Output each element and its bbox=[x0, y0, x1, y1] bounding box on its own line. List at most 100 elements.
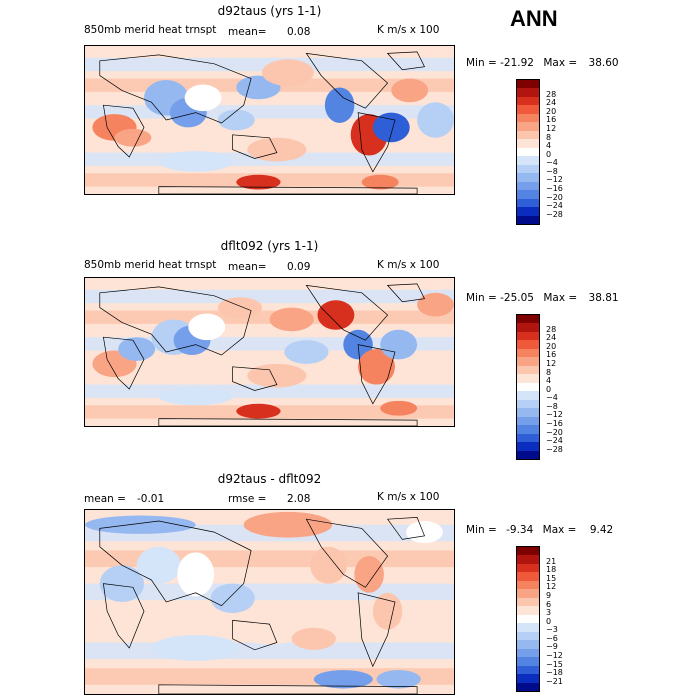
coastline bbox=[232, 366, 278, 391]
colorbar-swatch bbox=[517, 665, 539, 675]
anomaly-region bbox=[324, 87, 355, 123]
colorbar-tick-label: 12 bbox=[546, 123, 557, 133]
max-value: 38.60 bbox=[588, 57, 619, 69]
colorbar-tick-label: −24 bbox=[546, 201, 563, 211]
anomaly-region bbox=[354, 556, 384, 593]
anomaly-region bbox=[243, 511, 333, 538]
colorbar-swatch bbox=[517, 164, 539, 174]
colorbar-swatch bbox=[517, 580, 539, 590]
colorbar-swatch bbox=[517, 357, 539, 366]
colorbar-tick-label: 21 bbox=[546, 556, 557, 566]
colorbar-swatch bbox=[517, 215, 539, 224]
anomaly-region bbox=[262, 59, 314, 86]
colorbar-swatch bbox=[517, 391, 539, 400]
min-max-readout: Min = -21.92 Max = 38.60 bbox=[466, 57, 619, 69]
min-value: -21.92 bbox=[500, 57, 534, 69]
anomaly-region bbox=[114, 128, 152, 147]
colorbar-tick-label: −4 bbox=[546, 393, 558, 403]
colorbar-swatch bbox=[517, 648, 539, 658]
colorbar-swatch bbox=[517, 190, 539, 199]
colorbar-tick-label: −12 bbox=[546, 175, 563, 185]
anomaly-region bbox=[247, 137, 307, 162]
colorbar bbox=[516, 546, 540, 692]
anomaly-region bbox=[85, 515, 196, 534]
coastline bbox=[386, 51, 426, 71]
colorbar-swatch bbox=[517, 207, 539, 216]
colorbar-tick-label: 8 bbox=[546, 367, 552, 377]
mean-label: mean= bbox=[228, 261, 267, 273]
colorbar-swatch bbox=[517, 450, 539, 459]
colorbar-swatch bbox=[517, 674, 539, 683]
anomaly-region bbox=[184, 84, 222, 112]
anomaly-region bbox=[236, 403, 281, 419]
anomaly-region bbox=[417, 102, 454, 138]
colorbar-swatch bbox=[517, 80, 539, 89]
anomaly-region bbox=[236, 174, 281, 190]
anomaly-region bbox=[391, 78, 429, 103]
max-value: 9.42 bbox=[589, 524, 614, 536]
max-label: Max = bbox=[543, 292, 578, 304]
anomaly-region bbox=[284, 340, 329, 364]
coastline bbox=[99, 286, 252, 356]
mean-value: -0.01 bbox=[137, 493, 165, 505]
colorbar-tick-label: 15 bbox=[546, 573, 557, 583]
colorbar-tick-label: −16 bbox=[546, 184, 563, 194]
colorbar-tick-label: −20 bbox=[546, 192, 563, 202]
colorbar-tick-label: 20 bbox=[546, 341, 557, 351]
colorbar-tick-label: 4 bbox=[546, 141, 552, 151]
colorbar-tick-label: −21 bbox=[546, 676, 563, 686]
rmse-value: 2.08 bbox=[287, 493, 311, 505]
colorbar-swatch bbox=[517, 640, 539, 649]
colorbar-swatch bbox=[517, 130, 539, 140]
colorbar-tick-label: −28 bbox=[546, 444, 563, 454]
min-max-readout: Min = -25.05 Max = 38.81 bbox=[466, 292, 619, 304]
coastline bbox=[158, 418, 418, 426]
colorbar-tick-label: 3 bbox=[546, 608, 552, 618]
coastline bbox=[158, 684, 418, 694]
anomaly-region bbox=[136, 546, 181, 584]
anomaly-region bbox=[151, 635, 240, 661]
map-field bbox=[85, 278, 454, 426]
colorbar-tick-label: 16 bbox=[546, 350, 557, 360]
coastline bbox=[357, 592, 396, 668]
colorbar-swatch bbox=[517, 589, 539, 598]
colorbar-tick-label: −8 bbox=[546, 166, 558, 176]
colorbar-swatch bbox=[517, 547, 539, 556]
coastline bbox=[386, 283, 426, 303]
colorbar-tick-label: 12 bbox=[546, 582, 557, 592]
max-value: 38.81 bbox=[588, 292, 619, 304]
mean-label: mean = bbox=[84, 493, 126, 505]
units-label: K m/s x 100 bbox=[377, 24, 440, 36]
colorbar-swatch bbox=[517, 122, 539, 131]
coastline bbox=[386, 517, 425, 540]
anomaly-region bbox=[158, 151, 233, 172]
colorbar-tick-label: −20 bbox=[546, 427, 563, 437]
coastline bbox=[102, 104, 145, 158]
colorbar-tick-label: 4 bbox=[546, 376, 552, 386]
min-label: Min = bbox=[466, 524, 497, 536]
colorbar-tick-label: −6 bbox=[546, 633, 558, 643]
map-field bbox=[85, 510, 454, 694]
colorbar-swatch bbox=[517, 555, 539, 564]
colorbar-swatch bbox=[517, 374, 539, 383]
field-label: 850mb merid heat trnspt bbox=[84, 259, 217, 271]
colorbar-tick-label: 9 bbox=[546, 590, 552, 600]
colorbar-swatch bbox=[517, 382, 539, 392]
colorbar-swatch bbox=[517, 181, 539, 191]
field-band bbox=[85, 310, 454, 324]
colorbar-tick-label: −3 bbox=[546, 625, 558, 635]
coastline bbox=[232, 620, 278, 651]
coastline bbox=[158, 186, 418, 194]
map-plot bbox=[84, 45, 455, 195]
colorbar-tick-label: 8 bbox=[546, 132, 552, 142]
colorbar-swatch bbox=[517, 657, 539, 666]
anomaly-region bbox=[158, 387, 233, 406]
coastline bbox=[232, 134, 278, 159]
min-max-readout: Min = -9.34 Max = 9.42 bbox=[466, 524, 613, 536]
mean-value: 0.08 bbox=[287, 26, 311, 38]
colorbar-swatch bbox=[517, 399, 539, 409]
colorbar-swatch bbox=[517, 96, 539, 106]
anomaly-region bbox=[247, 363, 307, 388]
colorbar-swatch bbox=[517, 563, 539, 573]
colorbar-swatch bbox=[517, 88, 539, 97]
